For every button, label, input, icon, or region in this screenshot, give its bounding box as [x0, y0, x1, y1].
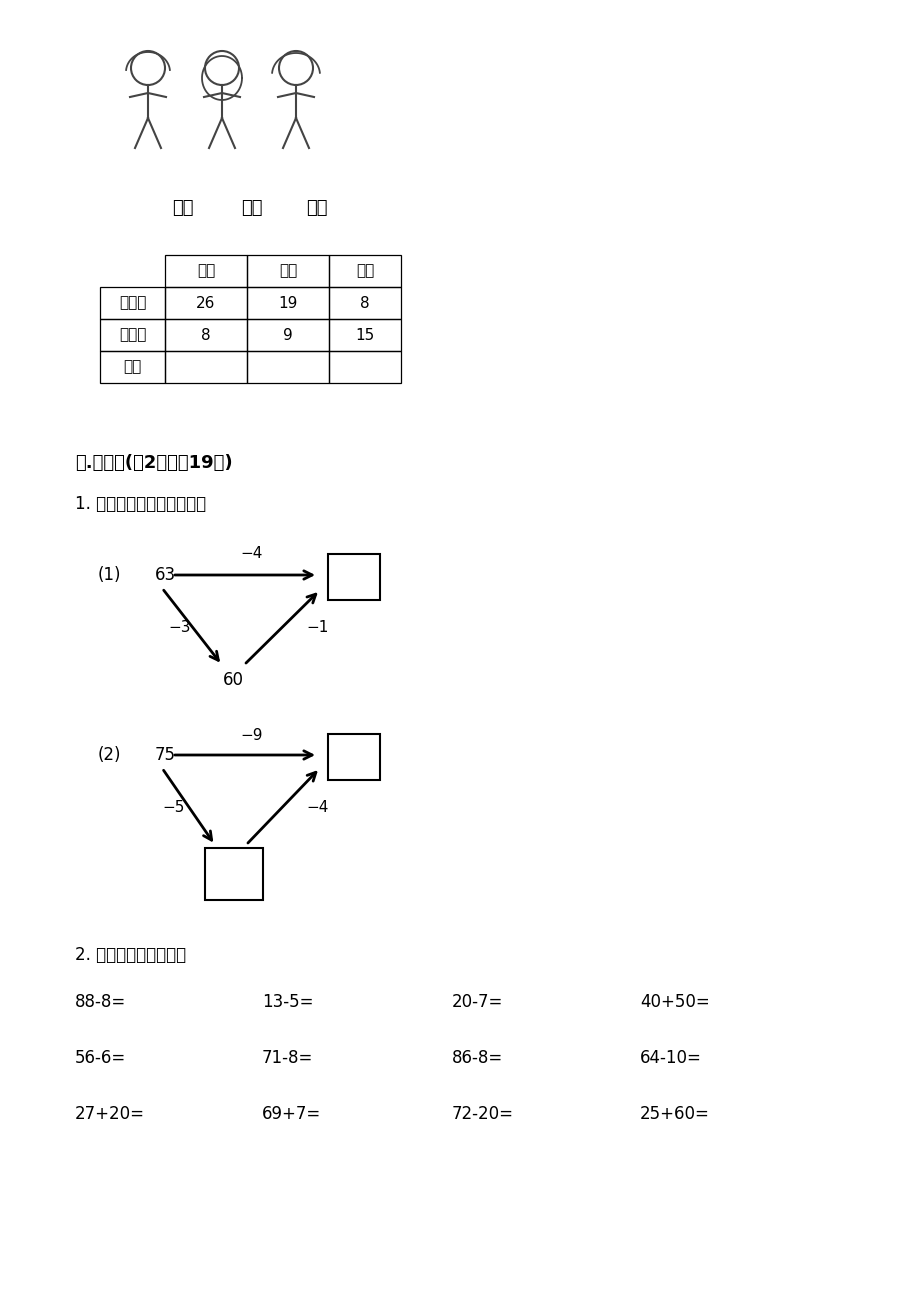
- Bar: [165, 352, 246, 383]
- Text: 2. 看谁算得又对又快。: 2. 看谁算得又对又快。: [75, 947, 186, 963]
- Bar: [246, 255, 329, 286]
- Text: 69+7=: 69+7=: [262, 1105, 321, 1124]
- Text: 8: 8: [201, 328, 210, 342]
- Bar: [246, 352, 329, 383]
- Text: 75: 75: [154, 746, 176, 764]
- Text: (1): (1): [98, 566, 121, 585]
- Text: 60: 60: [222, 671, 244, 689]
- Text: 8: 8: [360, 296, 369, 310]
- Text: 小刚: 小刚: [356, 263, 374, 279]
- Bar: [165, 286, 246, 319]
- Text: 1. 巧算。（从上到下填写）: 1. 巧算。（从上到下填写）: [75, 495, 206, 513]
- Text: 第二次: 第二次: [119, 328, 146, 342]
- Text: 第一次: 第一次: [119, 296, 146, 310]
- Text: −4: −4: [241, 547, 263, 561]
- Text: 小芳: 小芳: [241, 199, 263, 217]
- Bar: [205, 848, 263, 900]
- Text: 9: 9: [283, 328, 292, 342]
- Text: 63: 63: [154, 566, 176, 585]
- Bar: [100, 352, 165, 383]
- Text: 88-8=: 88-8=: [75, 993, 126, 1010]
- Text: −1: −1: [306, 621, 328, 635]
- Text: 56-6=: 56-6=: [75, 1049, 126, 1068]
- Text: −3: −3: [168, 621, 190, 635]
- Text: 64-10=: 64-10=: [640, 1049, 701, 1068]
- Bar: [100, 286, 165, 319]
- Text: 72-20=: 72-20=: [451, 1105, 514, 1124]
- Text: 25+60=: 25+60=: [640, 1105, 709, 1124]
- Text: 13-5=: 13-5=: [262, 993, 313, 1010]
- Text: 27+20=: 27+20=: [75, 1105, 145, 1124]
- Text: 小红: 小红: [172, 199, 194, 217]
- Text: 20-7=: 20-7=: [451, 993, 503, 1010]
- Text: 小刚: 小刚: [306, 199, 327, 217]
- Bar: [328, 734, 380, 780]
- Text: 15: 15: [355, 328, 374, 342]
- Bar: [329, 286, 401, 319]
- Bar: [246, 286, 329, 319]
- Text: 小红: 小红: [197, 263, 215, 279]
- Bar: [328, 553, 380, 600]
- Text: −9: −9: [241, 728, 263, 742]
- Bar: [165, 255, 246, 286]
- Bar: [329, 255, 401, 286]
- Bar: [329, 319, 401, 352]
- Bar: [246, 319, 329, 352]
- Text: −5: −5: [162, 801, 184, 815]
- Text: 26: 26: [196, 296, 215, 310]
- Text: 一共: 一共: [123, 359, 142, 375]
- Text: 19: 19: [278, 296, 298, 310]
- Bar: [100, 319, 165, 352]
- Text: 小芳: 小芳: [278, 263, 297, 279]
- Text: 71-8=: 71-8=: [262, 1049, 313, 1068]
- Text: 86-8=: 86-8=: [451, 1049, 503, 1068]
- Text: (2): (2): [98, 746, 121, 764]
- Text: −4: −4: [306, 801, 328, 815]
- Bar: [165, 319, 246, 352]
- Text: 四.计算题(共2题，共19分): 四.计算题(共2题，共19分): [75, 454, 233, 473]
- Text: 40+50=: 40+50=: [640, 993, 709, 1010]
- Bar: [329, 352, 401, 383]
